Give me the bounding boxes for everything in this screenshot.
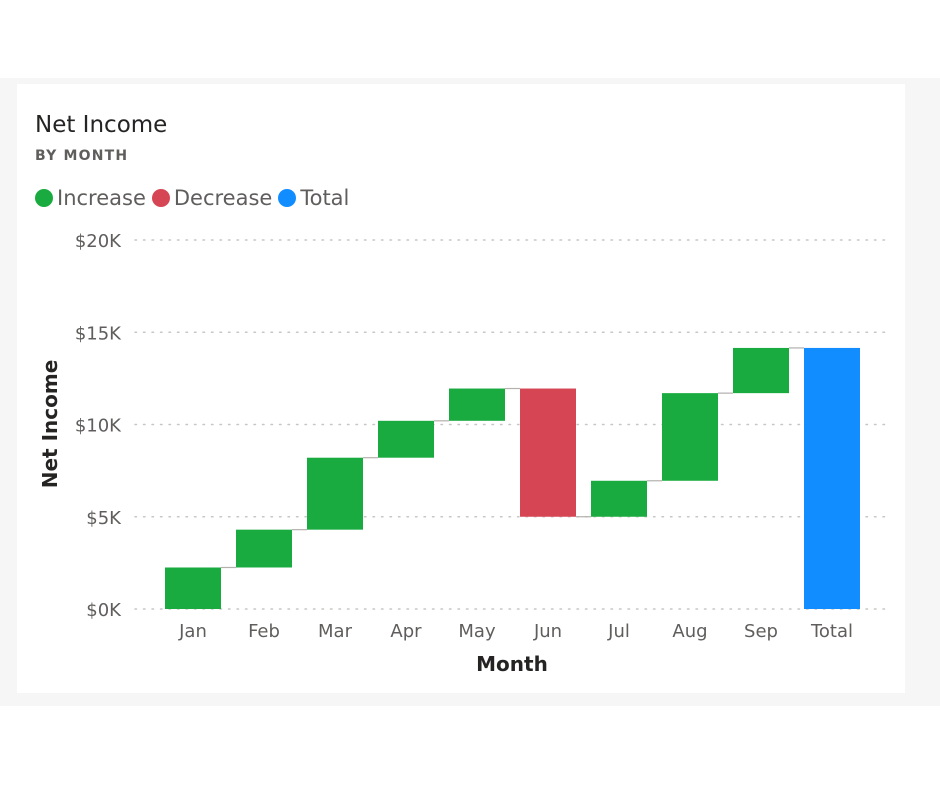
legend-dot-increase	[35, 189, 53, 207]
y-tick-label: $5K	[86, 508, 122, 529]
x-tick-label-may: May	[458, 621, 496, 642]
bar-jul[interactable]	[591, 480, 647, 517]
legend-label-increase: Increase	[57, 186, 146, 210]
legend-dot-decrease	[151, 189, 170, 207]
bar-may[interactable]	[449, 388, 505, 421]
bars	[165, 347, 860, 609]
y-axis-title: Net Income	[38, 360, 62, 489]
x-tick-label-aug: Aug	[672, 621, 707, 642]
bar-apr[interactable]	[378, 420, 434, 458]
x-tick-label-sep: Sep	[744, 621, 778, 642]
legend-label-decrease: Decrease	[173, 186, 273, 210]
y-tick-label: $10K	[75, 416, 122, 437]
bar-sep[interactable]	[733, 347, 789, 394]
x-tick-label-jan: Jan	[178, 621, 207, 642]
x-tick-label-mar: Mar	[318, 621, 353, 642]
x-axis-title: Month	[476, 652, 548, 676]
bar-total[interactable]	[804, 347, 860, 609]
x-tick-label-total: Total	[810, 621, 853, 642]
y-axis: $0K $5K $10K $15K $20K	[75, 231, 122, 621]
gridlines	[134, 239, 886, 610]
legend-label-total: Total	[300, 186, 350, 210]
legend-item-total[interactable]: Total	[278, 186, 349, 210]
connector-lines	[221, 347, 804, 569]
x-tick-label-apr: Apr	[390, 621, 422, 642]
x-tick-label-jun: Jun	[533, 621, 562, 642]
bar-feb[interactable]	[236, 529, 292, 568]
x-tick-label-feb: Feb	[248, 621, 280, 642]
y-tick-label: $15K	[75, 323, 122, 344]
legend-dot-total	[278, 189, 297, 207]
y-tick-label: $0K	[86, 600, 122, 621]
bar-aug[interactable]	[662, 393, 718, 481]
bar-mar[interactable]	[307, 457, 363, 530]
chart-legend: Increase Decrease Total	[35, 186, 349, 210]
bar-jan[interactable]	[165, 567, 221, 609]
bar-jun[interactable]	[520, 388, 576, 517]
legend-item-increase[interactable]: Increase	[35, 186, 146, 210]
y-tick-label: $20K	[75, 231, 122, 252]
x-tick-label-jul: Jul	[607, 621, 630, 642]
legend-item-decrease[interactable]: Decrease	[151, 186, 273, 210]
chart-title: Net Income	[35, 112, 168, 138]
x-axis: Jan Feb Mar Apr May Jun Jul Aug Sep Total	[178, 621, 853, 642]
chart-subtitle: BY MONTH	[35, 148, 129, 164]
